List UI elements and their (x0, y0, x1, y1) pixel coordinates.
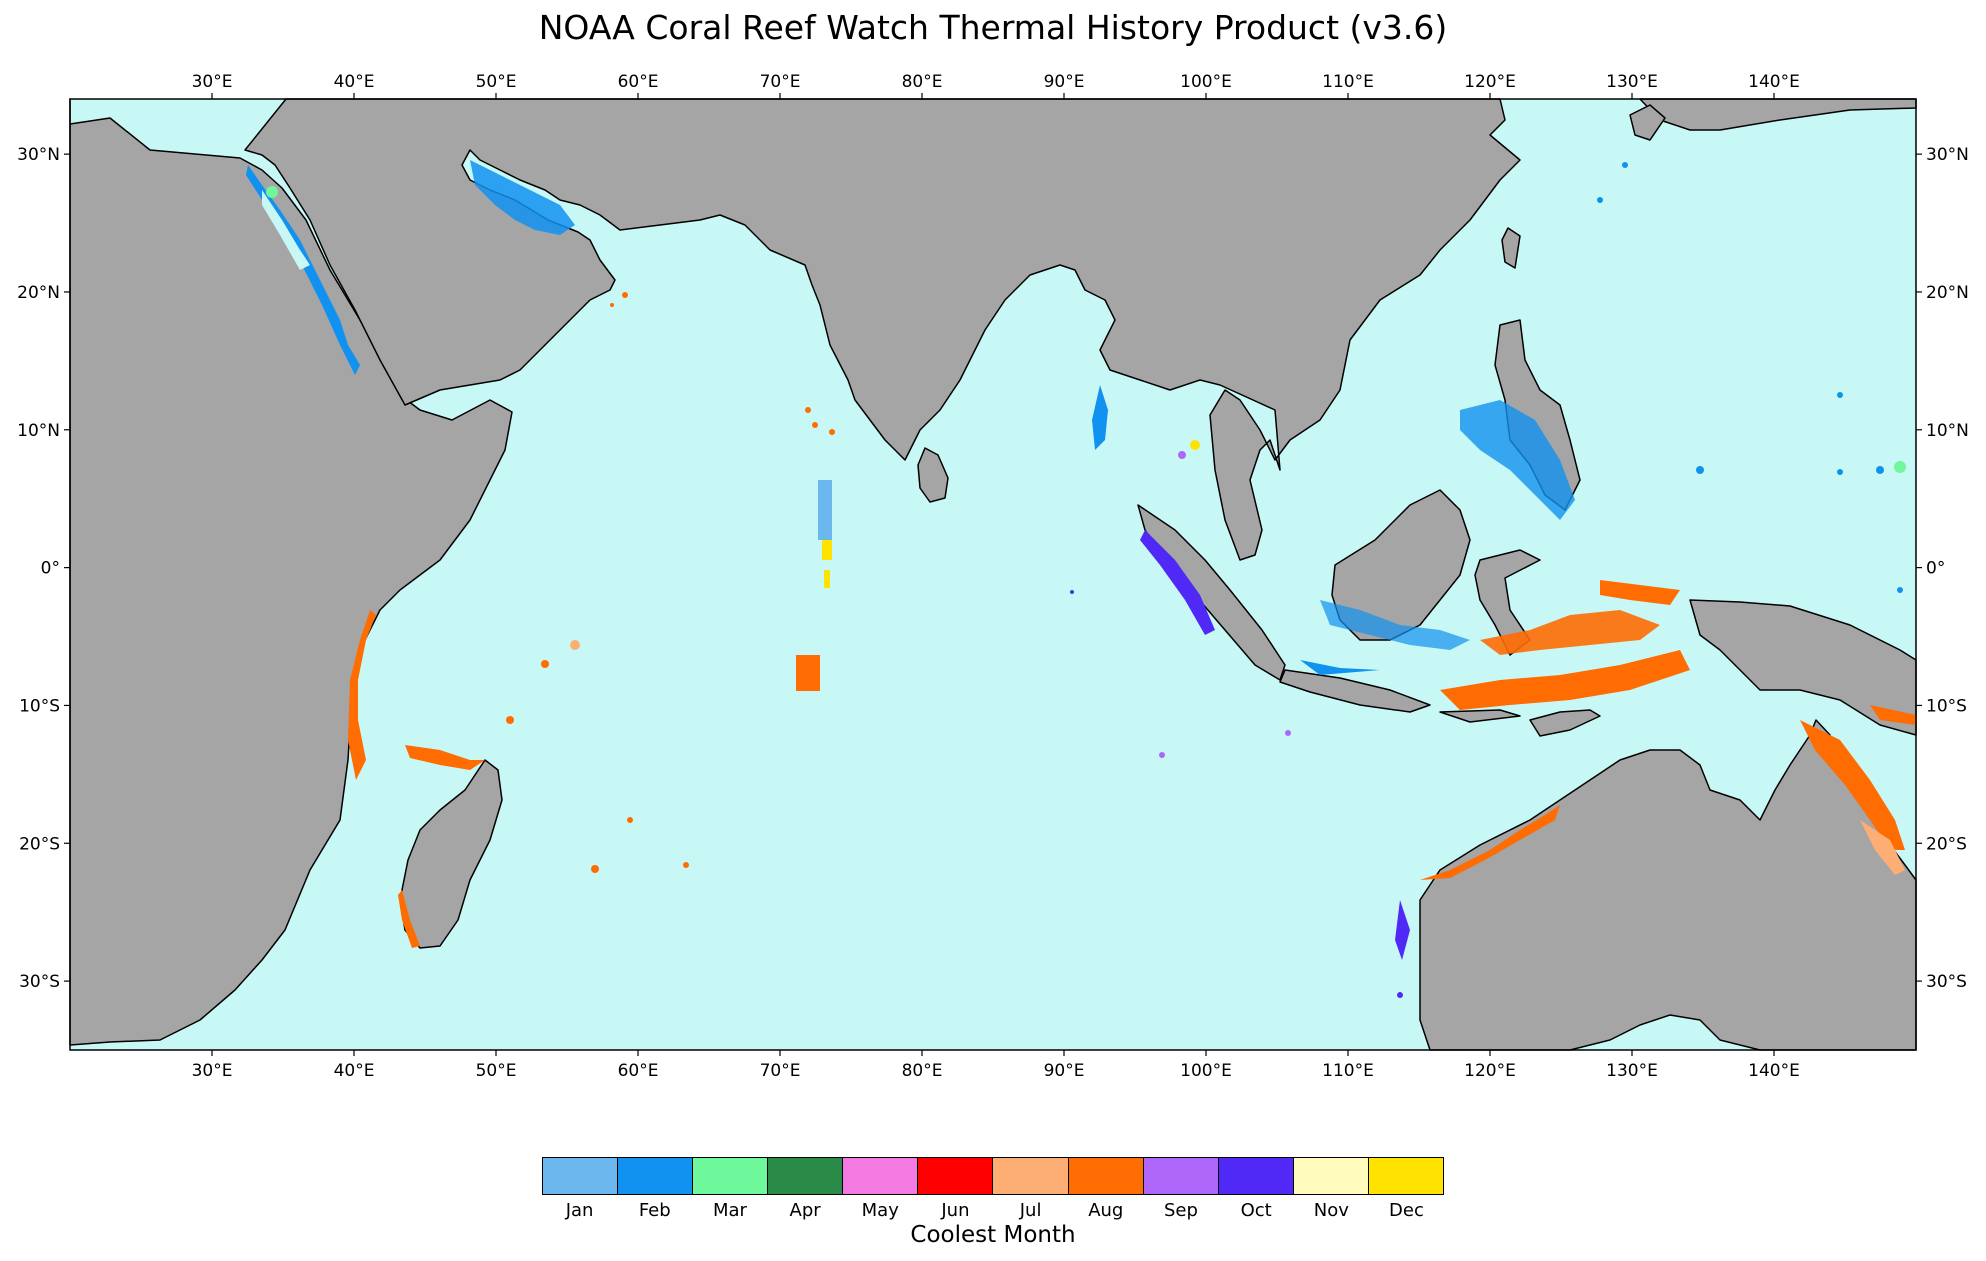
lat-label-right: 0° (1926, 559, 1945, 579)
map-title: NOAA Coral Reef Watch Thermal History Pr… (538, 8, 1448, 47)
land-sri-lanka (917, 447, 949, 503)
lon-label-bottom: 100°E (1180, 1061, 1232, 1081)
colorbar-label-mar: Mar (712, 1200, 747, 1221)
lon-label-top: 140°E (1748, 72, 1800, 92)
lat-label-left: 0° (41, 559, 60, 579)
lon-label-top: 50°E (476, 72, 517, 92)
colorbar-label-aug: Aug (1088, 1200, 1124, 1221)
colorbar (542, 1157, 1444, 1195)
lat-label-left: 20°S (19, 834, 60, 854)
lon-label-bottom: 120°E (1464, 1061, 1516, 1081)
colorbar-label-jul: Jul (1019, 1200, 1042, 1221)
lon-label-bottom: 140°E (1748, 1061, 1800, 1081)
lon-label-top: 90°E (1044, 72, 1085, 92)
colorbar-label-dec: Dec (1389, 1200, 1424, 1221)
lon-label-top: 100°E (1180, 72, 1232, 92)
lon-label-top: 120°E (1464, 72, 1516, 92)
lon-label-top: 110°E (1322, 72, 1374, 92)
colorbar-labels: Jan Feb Mar Apr May Jun Jul Aug Sep Oct Nov Dec (542, 1200, 1444, 1221)
lon-label-top: 70°E (760, 72, 801, 92)
lon-label-top: 60°E (618, 72, 659, 92)
colorbar-label-nov: Nov (1313, 1200, 1349, 1221)
colorbar-swatch-jul (993, 1158, 1069, 1194)
lat-label-left: 30°N (17, 145, 60, 165)
lon-label-bottom: 130°E (1606, 1061, 1658, 1081)
colorbar-swatch-mar (693, 1158, 769, 1194)
graticule-labels: 30°E 30°E 40°E 40°E 50°E 50°E 60°E 60°E 70°E 70°E… (17, 72, 1969, 1081)
colorbar-label-apr: Apr (789, 1200, 821, 1221)
lat-label-right: 20°S (1926, 834, 1967, 854)
lat-label-left: 10°S (19, 696, 60, 716)
lat-label-right: 30°N (1926, 145, 1969, 165)
land-java (1279, 669, 1431, 713)
lat-label-left: 10°N (17, 421, 60, 441)
lon-label-bottom: 30°E (192, 1061, 233, 1081)
land-australia (1419, 719, 1917, 1051)
lon-label-bottom: 50°E (476, 1061, 517, 1081)
colorbar-label-jun: Jun (941, 1200, 970, 1221)
colorbar-swatch-jan (543, 1158, 619, 1194)
lon-label-bottom: 70°E (760, 1061, 801, 1081)
colorbar-swatch-apr (768, 1158, 844, 1194)
lon-label-bottom: 80°E (902, 1061, 943, 1081)
land-madagascar (399, 759, 503, 949)
lat-label-right: 10°N (1926, 421, 1969, 441)
colorbar-title: Coolest Month (910, 1222, 1076, 1248)
lon-label-top: 40°E (334, 72, 375, 92)
land-timor (1529, 709, 1601, 737)
lat-label-left: 30°S (19, 972, 60, 992)
lon-label-top: 30°E (192, 72, 233, 92)
land-flores (1439, 709, 1521, 723)
colorbar-label-oct: Oct (1240, 1200, 1272, 1221)
lat-label-right: 20°N (1926, 283, 1969, 303)
land-asia-north (244, 98, 1521, 561)
colorbar-label-feb: Feb (638, 1200, 671, 1221)
land-africa-eurasia (69, 98, 513, 1046)
reef-pixels (246, 160, 1916, 998)
colorbar-swatch-jun (918, 1158, 994, 1194)
lon-label-bottom: 90°E (1044, 1061, 1085, 1081)
colorbar-swatch-may (843, 1158, 919, 1194)
colorbar-label-may: May (861, 1200, 899, 1221)
colorbar-label-jan: Jan (565, 1200, 594, 1221)
land-masses (69, 98, 1917, 1051)
colorbar-swatch-oct (1218, 1158, 1294, 1194)
land-new-guinea (1689, 599, 1917, 736)
colorbar-swatch-sep (1143, 1158, 1219, 1194)
colorbar-swatch-feb (618, 1158, 694, 1194)
lon-label-bottom: 60°E (618, 1061, 659, 1081)
lat-label-left: 20°N (17, 283, 60, 303)
lon-label-top: 130°E (1606, 72, 1658, 92)
colorbar-swatch-aug (1068, 1158, 1144, 1194)
lon-label-bottom: 110°E (1322, 1061, 1374, 1081)
colorbar-label-sep: Sep (1163, 1200, 1198, 1221)
colorbar-swatch-dec (1368, 1158, 1443, 1194)
land-kyushu (1629, 104, 1666, 141)
lat-label-right: 10°S (1926, 696, 1967, 716)
lon-label-top: 80°E (902, 72, 943, 92)
map-frame (69, 98, 1917, 1051)
land-taiwan (1501, 227, 1521, 269)
colorbar-swatch-nov (1293, 1158, 1369, 1194)
lon-label-bottom: 40°E (334, 1061, 375, 1081)
lat-label-right: 30°S (1926, 972, 1967, 992)
